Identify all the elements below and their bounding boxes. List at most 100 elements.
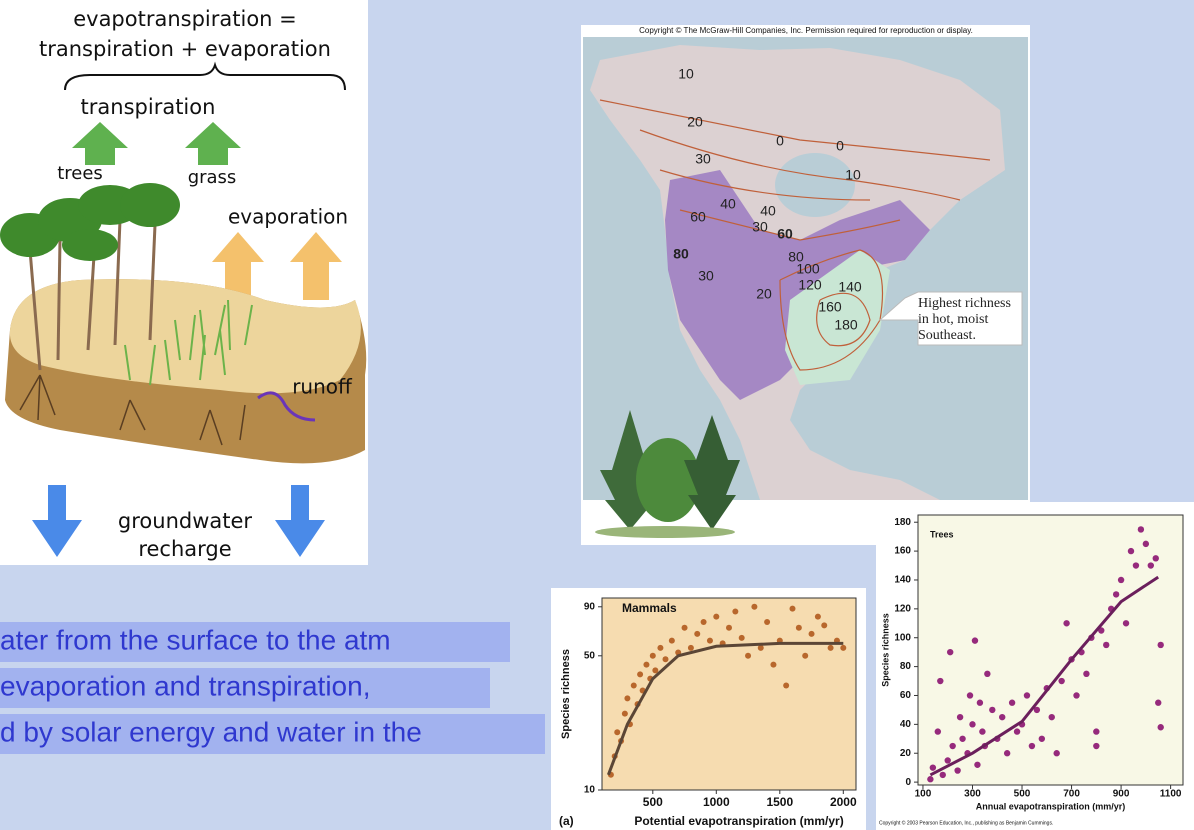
- evapotranspiration-diagram: evapotranspiration = transpiration + eva…: [0, 0, 368, 565]
- x-tick-label: 900: [1113, 789, 1130, 800]
- data-point: [840, 644, 847, 651]
- arrow: [275, 485, 325, 557]
- data-point: [1063, 620, 1070, 627]
- data-point: [764, 618, 771, 625]
- data-point: [1155, 699, 1162, 706]
- data-point: [946, 648, 954, 656]
- y-tick-label: 120: [894, 603, 911, 614]
- data-point: [751, 603, 758, 610]
- data-point: [1117, 576, 1125, 584]
- arrow: [185, 122, 241, 165]
- data-point: [989, 706, 996, 714]
- data-point: [681, 624, 688, 631]
- map-copyright: Copyright © The McGraw-Hill Companies, I…: [639, 26, 973, 35]
- diagram-title: evapotranspiration =: [73, 7, 297, 31]
- data-point: [624, 695, 631, 702]
- diagram-label: transpiration: [81, 95, 216, 119]
- data-point: [1013, 728, 1021, 735]
- ground-top: [9, 279, 361, 394]
- data-point: [789, 605, 796, 612]
- contour-label: 120: [798, 277, 822, 293]
- contour-label: 40: [760, 203, 776, 219]
- x-tick-label: 1000: [703, 795, 730, 809]
- y-tick-label: 10: [584, 785, 596, 796]
- y-axis-label: Species richness: [560, 649, 572, 739]
- data-point: [971, 637, 979, 644]
- data-point: [1023, 692, 1031, 699]
- contour-label: 160: [818, 299, 842, 315]
- contour-label: 10: [845, 167, 861, 183]
- y-tick-label: 160: [894, 546, 911, 557]
- x-tick-label: 500: [643, 795, 663, 809]
- highlight: [0, 622, 510, 662]
- richness-map: Copyright © The McGraw-Hill Companies, I…: [581, 25, 1030, 545]
- data-point: [700, 618, 707, 625]
- data-point: [999, 713, 1006, 721]
- contour-label: 100: [796, 261, 820, 277]
- contour-label: 20: [687, 114, 703, 130]
- data-point: [783, 682, 790, 689]
- chart-copyright: Copyright © 2003 Pearson Education, Inc.…: [879, 819, 1053, 826]
- y-tick-label: 180: [894, 517, 911, 528]
- data-point: [1038, 735, 1046, 742]
- callout-text: Southeast.: [918, 328, 976, 343]
- data-point: [976, 699, 984, 706]
- diagram-label: trees: [57, 163, 103, 184]
- grass: [124, 299, 253, 386]
- y-tick-label: 60: [900, 690, 912, 701]
- data-point: [1137, 526, 1145, 533]
- data-point: [1152, 555, 1159, 562]
- contour-label: 80: [673, 246, 689, 262]
- green-region: [785, 250, 890, 385]
- contour-label: 20: [756, 286, 772, 302]
- data-point: [732, 608, 739, 615]
- x-tick-label: 2000: [830, 795, 857, 809]
- data-point: [954, 767, 961, 774]
- data-point: [1058, 677, 1065, 685]
- data-point: [1093, 742, 1100, 750]
- y-tick-label: 50: [584, 650, 596, 661]
- data-point: [1048, 713, 1055, 721]
- data-point: [1112, 591, 1120, 598]
- data-point: [984, 670, 991, 678]
- data-point: [939, 771, 946, 779]
- data-point: [1127, 547, 1135, 555]
- diagram-label: groundwater: [118, 509, 252, 533]
- x-tick-label: 100: [915, 789, 932, 800]
- data-point: [643, 661, 650, 668]
- data-point: [770, 661, 777, 668]
- data-point: [966, 692, 974, 699]
- data-point: [662, 656, 669, 663]
- data-point: [668, 637, 675, 644]
- x-axis-label: Potential evapotranspiration (mm/yr): [634, 814, 843, 828]
- diagram-label: evaporation: [228, 205, 348, 229]
- diagram-label: grass: [188, 167, 237, 188]
- slide-line: evaporation and transpiration,: [0, 670, 370, 701]
- runoff-arrow: [257, 391, 316, 422]
- data-point: [630, 682, 637, 689]
- callout-text: in hot, moist: [918, 312, 989, 327]
- data-point: [1103, 641, 1110, 649]
- data-point: [979, 728, 986, 735]
- y-tick-label: 140: [894, 575, 911, 586]
- x-tick-label: 500: [1014, 789, 1031, 800]
- data-point: [1147, 562, 1155, 569]
- data-point: [1003, 750, 1011, 757]
- x-tick-label: 300: [964, 789, 981, 800]
- y-tick-label: 20: [900, 748, 912, 759]
- data-point: [821, 622, 828, 629]
- data-point: [937, 677, 944, 685]
- data-point: [1157, 641, 1164, 649]
- contour-label: 140: [838, 279, 862, 295]
- contour-label: 0: [776, 133, 784, 149]
- data-point: [726, 624, 732, 631]
- data-point: [706, 637, 713, 644]
- y-axis-label: Species richness: [880, 613, 890, 687]
- arrow: [290, 232, 342, 300]
- data-point: [934, 728, 942, 735]
- data-point: [949, 742, 956, 750]
